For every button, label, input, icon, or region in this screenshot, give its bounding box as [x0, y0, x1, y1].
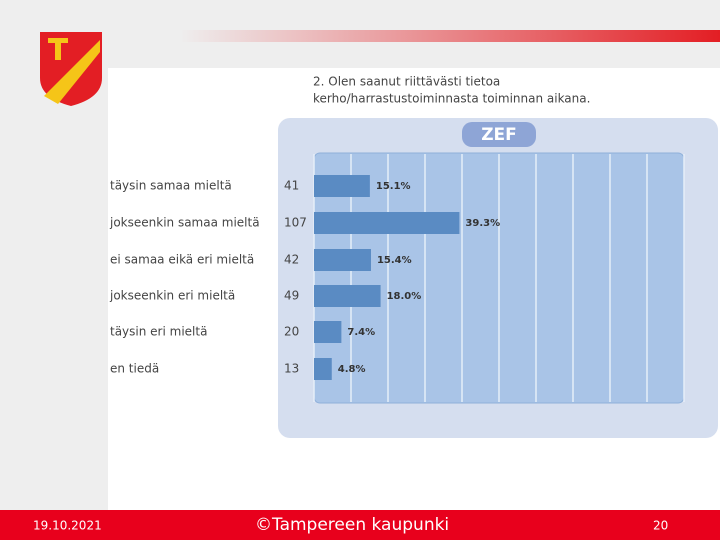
- bar: [314, 285, 381, 307]
- value-label: 15.4%: [377, 255, 412, 266]
- category-label: täysin eri mieltä: [110, 325, 207, 339]
- category-label: ei samaa eikä eri mieltä: [110, 253, 254, 267]
- badge: [462, 122, 536, 147]
- header-bar: [180, 30, 720, 42]
- bar: [314, 175, 370, 197]
- bar: [314, 358, 332, 380]
- chart-title: kerho/harrastustoiminnasta toiminnan aik…: [313, 92, 590, 106]
- value-label: 18.0%: [387, 291, 422, 302]
- bar: [314, 249, 371, 271]
- count-label: 20: [284, 325, 299, 339]
- count-label: 41: [284, 179, 299, 193]
- value-label: 39.3%: [465, 218, 500, 229]
- category-label: en tiedä: [110, 362, 159, 376]
- bar: [314, 321, 342, 343]
- footer-date: 19.10.2021: [33, 519, 102, 533]
- footer-bar: [0, 510, 720, 540]
- count-label: 13: [284, 362, 299, 376]
- value-label: 7.4%: [347, 327, 375, 338]
- value-label: 4.8%: [338, 364, 366, 375]
- chart-title: 2. Olen saanut riittävästi tietoa: [313, 75, 500, 89]
- category-label: jokseenkin eri mieltä: [109, 289, 235, 303]
- value-label: 15.1%: [376, 181, 411, 192]
- footer-page: 20: [653, 519, 668, 533]
- bar: [314, 212, 460, 234]
- category-label: jokseenkin samaa mieltä: [109, 216, 260, 230]
- footer-organization: ©Tampereen kaupunki: [255, 515, 449, 535]
- logo: [40, 32, 102, 106]
- category-label: täysin samaa mieltä: [110, 179, 232, 193]
- count-label: 42: [284, 253, 299, 267]
- count-label: 49: [284, 289, 299, 303]
- count-label: 107: [284, 216, 307, 230]
- badge-text: ZEF: [481, 125, 517, 145]
